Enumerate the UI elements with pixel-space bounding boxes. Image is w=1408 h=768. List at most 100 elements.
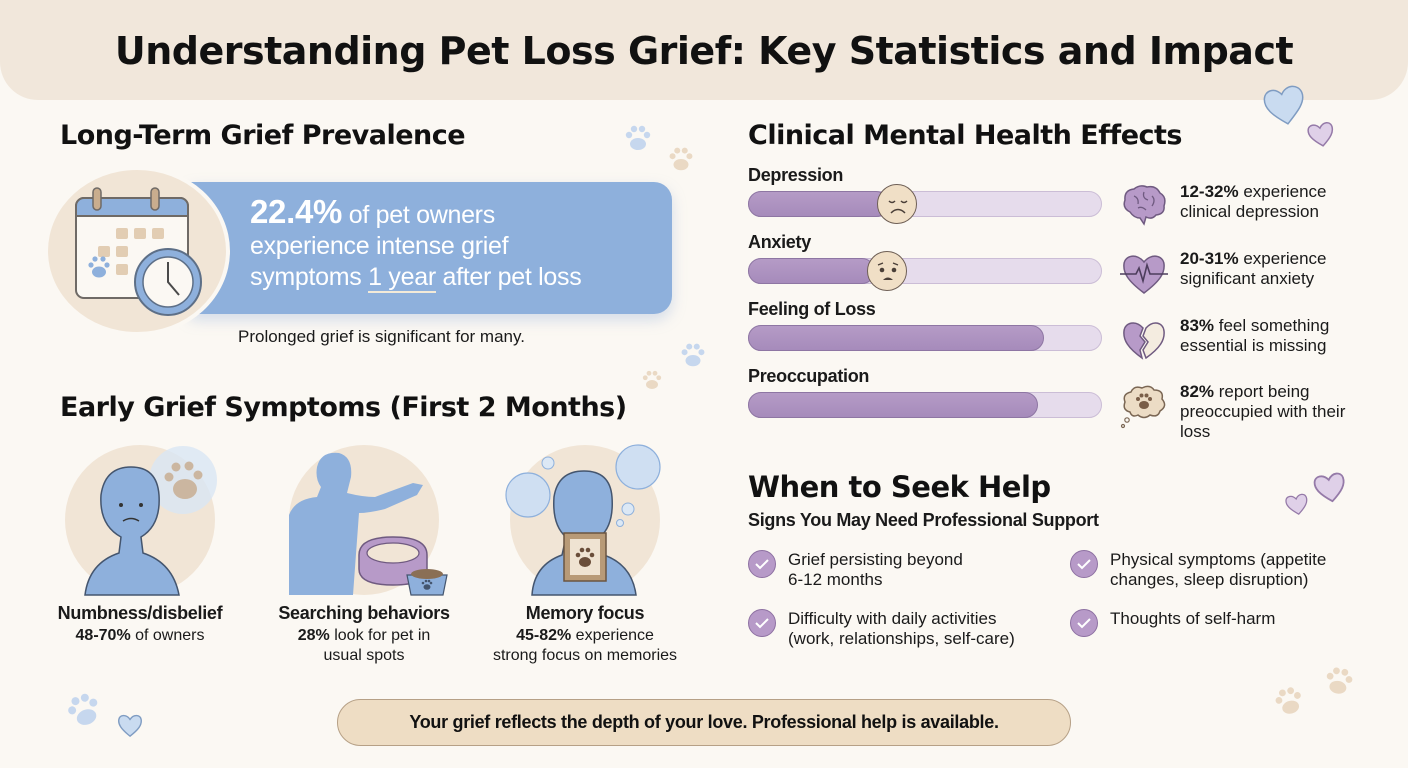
symptom-card-memory: Memory focus 45-82% experience strong foc… — [475, 444, 695, 666]
prevalence-text: symptoms — [250, 263, 369, 291]
stat-value: 12-32% — [1180, 182, 1239, 201]
heart-icon — [1285, 493, 1308, 515]
help-sign-text: changes, sleep disruption) — [1110, 570, 1309, 589]
section-title-seek-help: When to Seek Help — [748, 470, 1051, 504]
stat-desc: experience — [1238, 249, 1327, 268]
heart-icon — [1307, 122, 1334, 147]
stat-desc: experience — [1238, 182, 1327, 201]
bar-label: Preoccupation — [748, 366, 870, 386]
paw-print-icon — [681, 343, 705, 367]
symptom-value: 45-82% — [516, 627, 572, 644]
prevalence-stat-box: 22.4% of pet owners experience intense g… — [190, 182, 672, 314]
help-sign-text: Physical symptoms (appetite — [1110, 550, 1327, 569]
stat-desc: feel something — [1214, 316, 1330, 335]
bar-track — [748, 184, 1102, 224]
footer-message: Your grief reflects the depth of your lo… — [409, 712, 999, 732]
numb-person-icon — [65, 445, 217, 596]
stat-desc: report being — [1214, 382, 1310, 401]
section-title-early-grief: Early Grief Symptoms (First 2 Months) — [60, 392, 627, 423]
prevalence-emphasis: 1 year — [368, 263, 436, 293]
checkmark-icon — [748, 609, 776, 637]
effect-bar-anxiety: Anxiety — [748, 232, 1108, 291]
checkmark-icon — [1070, 609, 1098, 637]
brain-icon — [1123, 185, 1166, 226]
stat-feeling-of-loss: 83% feel something essential is missing — [1120, 316, 1390, 364]
page-title: Understanding Pet Loss Grief: Key Statis… — [114, 29, 1294, 73]
prevalence-text: of pet owners — [342, 201, 496, 229]
prevalence-text: after pet loss — [435, 263, 582, 291]
symptom-label: Memory focus — [525, 603, 645, 623]
symptom-desc: of owners — [130, 627, 205, 644]
bar-track — [748, 251, 1102, 291]
stat-value: 20-31% — [1180, 249, 1239, 268]
stat-desc: clinical depression — [1180, 202, 1319, 221]
header-banner: Understanding Pet Loss Grief: Key Statis… — [0, 0, 1408, 100]
symptom-value: 48-70% — [75, 627, 131, 644]
symptom-value: 28% — [297, 627, 330, 644]
paw-print-icon — [1275, 687, 1301, 714]
stat-desc: essential is missing — [1180, 336, 1327, 355]
help-sign-text: Difficulty with daily activities — [788, 609, 997, 628]
bar-fill — [748, 258, 875, 284]
sad-face-icon — [877, 184, 917, 224]
bar-fill — [748, 191, 889, 217]
help-sign-text: 6-12 months — [788, 570, 883, 589]
thought-paw-icon — [1120, 385, 1166, 429]
paw-print-icon — [1326, 667, 1353, 694]
symptom-desc: experience — [571, 627, 654, 644]
broken-heart-icon — [1123, 322, 1165, 360]
bar-fill — [748, 325, 1044, 351]
calendar-clock-paw-icon — [48, 170, 226, 332]
paw-print-icon — [68, 693, 98, 725]
heart-icon — [117, 714, 142, 738]
paw-print-icon — [669, 147, 693, 171]
help-sign-text: (work, relationships, self-care) — [788, 629, 1015, 648]
section-title-clinical: Clinical Mental Health Effects — [748, 120, 1183, 151]
bar-label: Anxiety — [748, 232, 811, 252]
symptom-label: Searching behaviors — [278, 603, 450, 623]
stat-value: 83% — [1180, 316, 1215, 335]
prevalence-value: 22.4% — [250, 193, 343, 230]
paw-print-icon — [625, 125, 651, 150]
heart-icon — [1263, 85, 1304, 125]
effect-bar-depression: Depression — [748, 165, 1108, 224]
seek-help-subtitle: Signs You May Need Professional Support — [748, 510, 1099, 530]
help-sign-item: Physical symptoms (appetite changes, slee… — [1070, 550, 1370, 590]
section-title-long-term: Long-Term Grief Prevalence — [60, 120, 466, 151]
stat-anxiety: 20-31% experience significant anxiety — [1120, 249, 1390, 297]
heart-icon — [1313, 472, 1345, 503]
bar-label: Depression — [748, 165, 844, 185]
symptom-card-numbness: Numbness/disbelief 48-70% of owners — [30, 445, 250, 646]
stat-desc: preoccupied with their loss — [1180, 402, 1346, 441]
help-sign-item: Difficulty with daily activities (work, r… — [748, 609, 1048, 649]
worried-face-icon — [867, 251, 907, 291]
effect-bar-feeling-of-loss: Feeling of Loss — [748, 299, 1108, 351]
paw-print-icon — [642, 370, 662, 389]
symptom-desc: usual spots — [323, 647, 405, 664]
bar-label: Feeling of Loss — [748, 299, 876, 319]
stat-preoccupation: 82% report being preoccupied with their l… — [1120, 382, 1390, 442]
memory-person-icon — [505, 444, 661, 596]
help-sign-text: Thoughts of self-harm — [1110, 609, 1276, 628]
prevalence-caption: Prolonged grief is significant for many. — [238, 327, 525, 346]
symptom-card-searching: Searching behaviors 28% look for pet in u… — [254, 445, 474, 666]
bar-fill — [748, 392, 1039, 418]
symptom-desc: strong focus on memories — [492, 647, 678, 664]
heartbeat-icon — [1120, 255, 1168, 294]
help-sign-text: Grief persisting beyond — [788, 550, 963, 569]
effect-bar-preoccupation: Preoccupation — [748, 366, 1108, 418]
help-sign-item: Grief persisting beyond 6-12 months — [748, 550, 1048, 590]
searching-person-icon — [289, 445, 448, 596]
stat-desc: significant anxiety — [1180, 269, 1315, 288]
checkmark-icon — [1070, 550, 1098, 578]
symptom-label: Numbness/disbelief — [57, 603, 223, 623]
prevalence-text: experience intense grief — [250, 232, 509, 260]
bar-track — [748, 325, 1102, 351]
help-sign-item: Thoughts of self-harm — [1070, 609, 1370, 637]
stat-value: 82% — [1180, 382, 1215, 401]
symptom-desc: look for pet in — [329, 627, 431, 644]
bar-track — [748, 392, 1102, 418]
footer-message-banner: Your grief reflects the depth of your lo… — [337, 699, 1071, 746]
stat-depression: 12-32% experience clinical depression — [1120, 182, 1390, 230]
checkmark-icon — [748, 550, 776, 578]
